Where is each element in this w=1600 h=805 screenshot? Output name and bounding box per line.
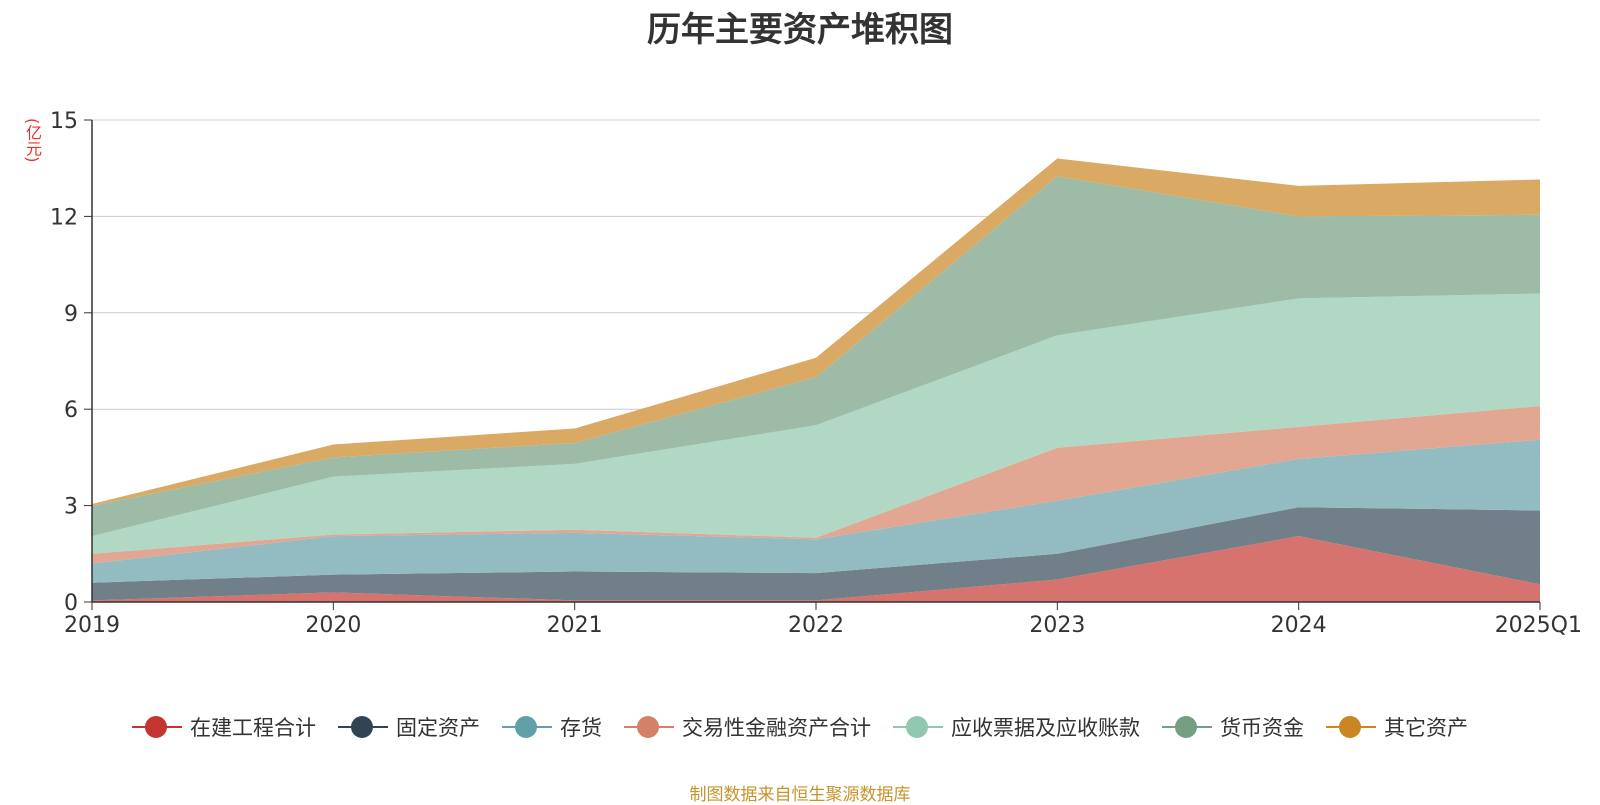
legend-dot <box>515 716 537 738</box>
source-note: 制图数据来自恒生聚源数据库 <box>689 785 911 805</box>
legend-marker-icon <box>1326 715 1376 739</box>
legend-item[interactable]: 交易性金融资产合计 <box>624 712 871 742</box>
legend-dot <box>145 716 167 738</box>
y-tick-label: 0 <box>64 591 78 616</box>
chart-legend: 在建工程合计 固定资产 存货 交易性金融资产合计 应收票据及应收账款 货币资金 其它资产 <box>0 712 1600 742</box>
legend-marker-icon <box>132 715 182 739</box>
x-tick-label: 2025Q1 <box>1495 613 1582 638</box>
legend-item[interactable]: 在建工程合计 <box>132 712 316 742</box>
axes <box>84 119 1541 610</box>
legend-dot <box>351 716 373 738</box>
x-tick-label: 2022 <box>788 613 844 638</box>
legend-item[interactable]: 货币资金 <box>1162 712 1304 742</box>
area-series-2 <box>92 507 1540 601</box>
legend-marker-icon <box>1162 715 1212 739</box>
chart-title: 历年主要资产堆积图 <box>647 10 953 50</box>
area-series-5 <box>92 293 1540 554</box>
legend-dot <box>1339 716 1361 738</box>
y-tick-label: 12 <box>50 205 78 230</box>
area-series-4 <box>92 405 1540 564</box>
legend-marker-icon <box>893 715 943 739</box>
legend-label: 应收票据及应收账款 <box>951 716 1140 740</box>
y-axis-unit-label: (亿元) <box>23 118 42 163</box>
legend-dot <box>637 716 659 738</box>
x-tick-label: 2023 <box>1029 613 1085 638</box>
x-tick-label: 2019 <box>64 613 120 638</box>
x-tick-label: 2024 <box>1271 613 1327 638</box>
legend-item[interactable]: 应收票据及应收账款 <box>893 712 1140 742</box>
legend-label: 固定资产 <box>396 716 480 740</box>
legend-item[interactable]: 固定资产 <box>338 712 480 742</box>
stacked-area-chart: 0 3 6 9 12 15 2019 2020 2021 2022 2023 2024 2025Q1 <box>50 109 1582 638</box>
legend-label: 其它资产 <box>1384 716 1468 740</box>
legend-marker-icon <box>624 715 674 739</box>
legend-marker-icon <box>502 715 552 739</box>
legend-dot <box>1175 716 1197 738</box>
area-series-3 <box>92 439 1540 583</box>
x-tick-label: 2021 <box>547 613 603 638</box>
legend-label: 交易性金融资产合计 <box>682 716 871 740</box>
legend-item[interactable]: 其它资产 <box>1326 712 1468 742</box>
y-tick-label: 15 <box>50 109 78 134</box>
area-series-1 <box>92 536 1540 602</box>
x-tick-label: 2020 <box>305 613 361 638</box>
y-tick-label: 9 <box>64 302 78 327</box>
legend-label: 货币资金 <box>1220 716 1304 740</box>
legend-label: 在建工程合计 <box>190 716 316 740</box>
legend-marker-icon <box>338 715 388 739</box>
y-tick-label: 6 <box>64 398 78 423</box>
tick-labels: 0 3 6 9 12 15 2019 2020 2021 2022 2023 2024 2025Q1 <box>50 109 1582 638</box>
area-series-group <box>92 158 1540 602</box>
legend-label: 存货 <box>560 716 602 740</box>
y-tick-label: 3 <box>64 495 78 520</box>
legend-item[interactable]: 存货 <box>502 712 602 742</box>
area-series-7 <box>92 158 1540 506</box>
area-series-6 <box>92 176 1540 537</box>
legend-dot <box>906 716 928 738</box>
